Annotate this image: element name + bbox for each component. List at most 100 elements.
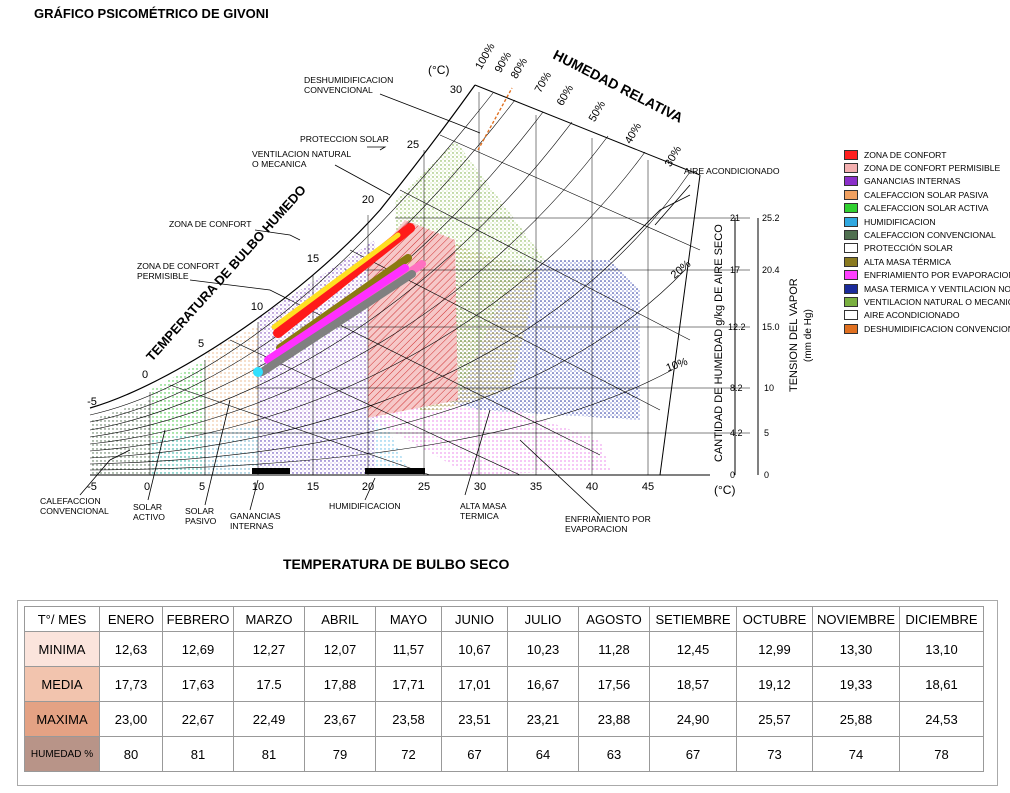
table-row: MAXIMA 23,00 22,67 22,49 23,67 23,58 23,51 23,2…	[24, 701, 984, 737]
x-tick: -5	[87, 481, 97, 493]
table-cell: 12,45	[649, 631, 737, 667]
legend-item: GANANCIAS INTERNAS	[844, 175, 1010, 188]
table-cell: 25,57	[736, 701, 813, 737]
legend-item: ENFRIAMIENTO POR EVAPORACION	[844, 269, 1010, 282]
table-cell: 22,49	[233, 701, 305, 737]
label-enfriamiento-1: ENFRIAMIENTO POR	[565, 514, 651, 524]
wb-line	[169, 384, 431, 476]
chart-right-edge	[659, 174, 701, 476]
table-corner: T°/ MES	[24, 606, 100, 632]
table-cell: 73	[736, 736, 813, 772]
right-axes: 0 4.2 8.2 12.2 17 21 0 5 10 15.0 20.4 25…	[728, 213, 780, 480]
table-cell: 79	[304, 736, 376, 772]
tension-unit-label: (mm de Hg)	[803, 309, 814, 362]
cantidad-humedad-label: CANTIDAD DE HUMEDAD g/kg DE AIRE SECO	[713, 224, 725, 462]
black-bar-1	[252, 468, 290, 474]
chart-grid	[89, 84, 750, 476]
table-cell: 16,67	[507, 666, 579, 702]
legend-label: VENTILACION NATURAL O MECANICA	[864, 296, 1010, 307]
bar-magenta	[264, 264, 409, 364]
x-tick: 35	[530, 481, 542, 493]
legend: ZONA DE CONFORT ZONA DE CONFORT PERMISIBL…	[844, 148, 1010, 335]
saturation-curve	[89, 84, 476, 409]
unit-top: (°C)	[428, 63, 449, 77]
rh-curve-20	[89, 269, 686, 465]
legend-label: ZONA DE CONFORT PERMISIBLE	[864, 163, 1001, 174]
table-cell: 17.5	[233, 666, 305, 702]
table-cell: 17,56	[578, 666, 650, 702]
month-header: SETIEMBRE	[649, 606, 737, 632]
legend-item: ZONA DE CONFORT PERMISIBLE	[844, 161, 1010, 174]
row-label: MAXIMA	[24, 701, 100, 737]
table-cell: 10,23	[507, 631, 579, 667]
legend-item: VENTILACION NATURAL O MECANICA	[844, 295, 1010, 308]
table-cell: 19,33	[812, 666, 900, 702]
legend-label: ALTA MASA TÉRMICA	[864, 256, 951, 267]
legend-swatch	[844, 230, 858, 241]
x-tick: 0	[144, 481, 150, 493]
table-cell: 23,00	[99, 701, 163, 737]
wb-tick: 0	[142, 369, 148, 381]
legend-label: DESHUMIDIFICACION CONVENCIONAL	[864, 323, 1010, 334]
label-aire: AIRE ACONDICIONADO	[684, 166, 780, 176]
table-cell: 81	[233, 736, 305, 772]
table-cell: 17,01	[441, 666, 508, 702]
row-label: MEDIA	[24, 666, 100, 702]
table-cell: 12,27	[233, 631, 305, 667]
legend-swatch	[844, 216, 858, 227]
wb-tick: 20	[362, 194, 374, 206]
psychrometric-chart: -5 0 5 10 15 20 25 30 35 40 45 -5 0 5 10…	[40, 41, 814, 534]
legend-swatch	[844, 270, 858, 281]
label-solar-activo-1: SOLAR	[133, 502, 162, 512]
table-frame	[17, 600, 998, 786]
black-bar-2	[365, 468, 425, 474]
month-header: FEBRERO	[162, 606, 234, 632]
x-tick: 20	[362, 481, 374, 493]
legend-item: AIRE ACONDICIONADO	[844, 309, 1010, 322]
wb-tick: 5	[198, 338, 204, 350]
vap-tick: 20.4	[762, 265, 780, 275]
label-proteccion: PROTECCION SOLAR	[300, 134, 389, 144]
x-tick: 30	[474, 481, 486, 493]
table-cell: 13,30	[812, 631, 900, 667]
table-cell: 10,67	[441, 631, 508, 667]
table-cell: 17,88	[304, 666, 376, 702]
vap-tick: 5	[764, 428, 769, 438]
legend-label: ZONA DE CONFORT	[864, 149, 947, 160]
legend-label: CALEFACCION SOLAR PASIVA	[864, 189, 989, 200]
table-cell: 23,88	[578, 701, 650, 737]
legend-item: DESHUMIDIFICACION CONVENCIONAL	[844, 322, 1010, 335]
month-header: ABRIL	[304, 606, 376, 632]
climate-table: T°/ MES ENERO FEBRERO MARZO ABRIL MAYO JUNIO J…	[24, 606, 984, 772]
zones	[90, 140, 640, 475]
label-deshum-2: CONVENCIONAL	[304, 85, 373, 95]
legend-swatch	[844, 310, 858, 321]
table-cell: 23,21	[507, 701, 579, 737]
table-cell: 11,57	[375, 631, 442, 667]
legend-swatch	[844, 296, 858, 307]
legend-swatch	[844, 243, 858, 254]
table-cell: 12,99	[736, 631, 813, 667]
month-header: MARZO	[233, 606, 305, 632]
wb-ticks: -5 0 5 10 15 20 25 30	[87, 84, 462, 408]
month-header: AGOSTO	[578, 606, 650, 632]
table-row: MINIMA 12,63 12,69 12,27 12,07 11,57 10,67 10,2…	[24, 631, 984, 667]
table-cell: 63	[578, 736, 650, 772]
legend-swatch	[844, 176, 858, 187]
x-tick: 40	[586, 481, 598, 493]
wb-tick: 15	[307, 253, 319, 265]
tension-vapor-label: TENSION DEL VAPOR	[788, 278, 800, 392]
table-cell: 19,12	[736, 666, 813, 702]
label-deshum-1: DESHUMIDIFICACION	[304, 75, 393, 85]
label-alta-masa-1: ALTA MASA	[460, 501, 507, 511]
legend-item: CALEFACCION SOLAR ACTIVA	[844, 202, 1010, 215]
aire-acondicionado-boundary	[609, 194, 691, 261]
legend-item: ALTA MASA TÉRMICA	[844, 255, 1010, 268]
label-enfriamiento-2: EVAPORACION	[565, 524, 627, 534]
table-cell: 12,63	[99, 631, 163, 667]
bar-grey	[258, 270, 416, 376]
table-cell: 24,90	[649, 701, 737, 737]
label-permisible-2: PERMISIBLE	[137, 271, 189, 281]
label-confort: ZONA DE CONFORT	[169, 219, 252, 229]
x-ticks: -5 0 5 10 15 20 25 30 35 40 45	[87, 481, 654, 493]
